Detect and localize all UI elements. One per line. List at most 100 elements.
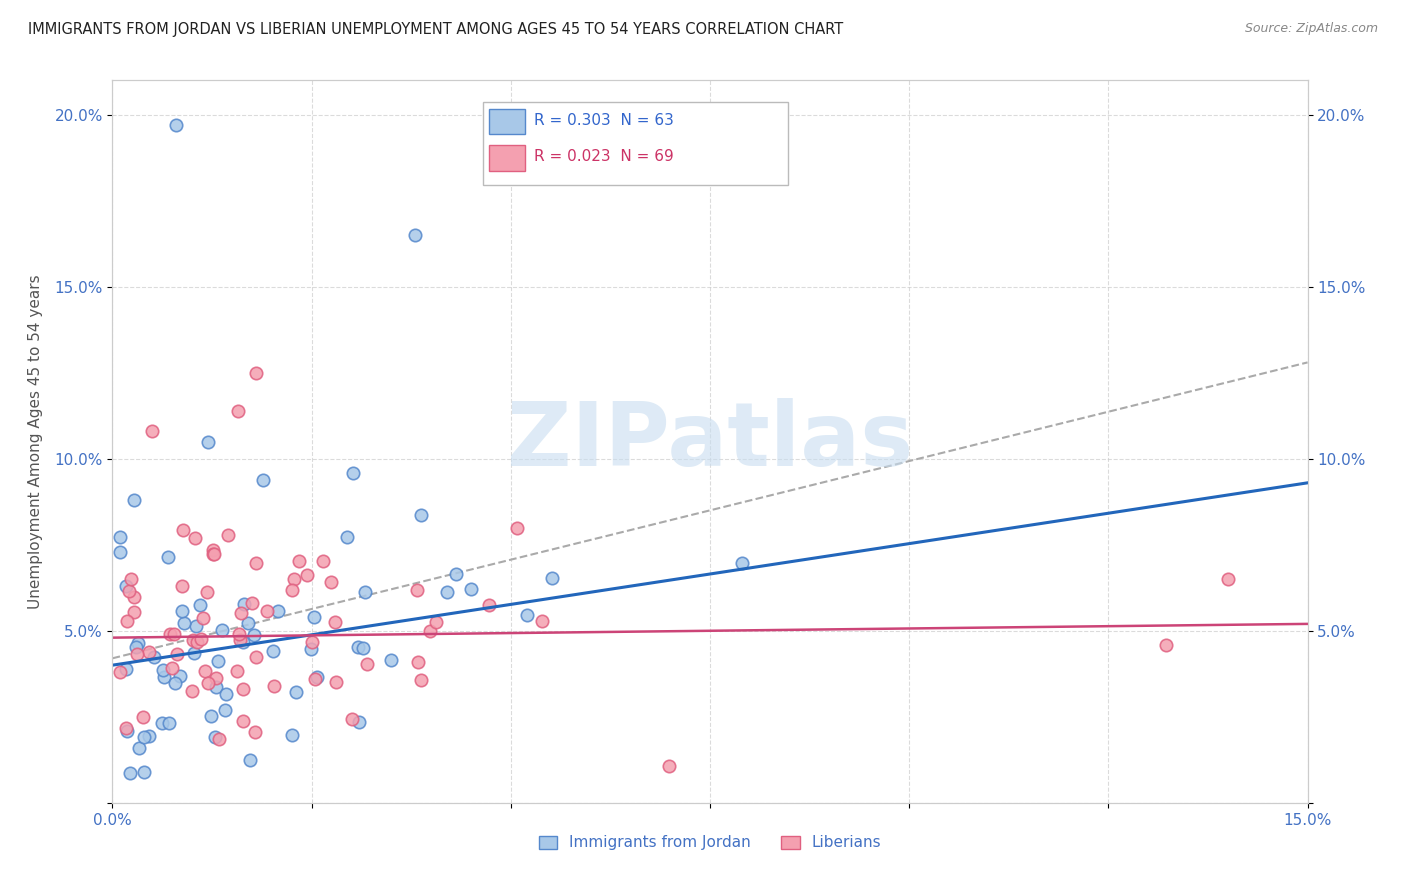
Text: ZIPatlas: ZIPatlas (508, 398, 912, 485)
Point (232, 635, 254, 649)
Point (184, 618, 207, 632)
Point (181, 684, 204, 698)
Point (110, 665, 132, 680)
Point (214, 703, 236, 717)
Point (295, 568, 318, 582)
Point (197, 434, 219, 449)
Point (166, 647, 188, 661)
Point (233, 597, 256, 611)
Point (281, 582, 304, 597)
Point (231, 606, 253, 620)
Point (197, 675, 219, 690)
Point (1154, 638, 1177, 652)
Text: R = 0.023  N = 69: R = 0.023 N = 69 (534, 149, 673, 163)
Text: Source: ZipAtlas.com: Source: ZipAtlas.com (1244, 22, 1378, 36)
Point (349, 715, 371, 730)
Point (156, 549, 179, 564)
Point (183, 531, 205, 545)
Point (204, 730, 226, 744)
Point (181, 633, 204, 648)
Point (299, 642, 322, 657)
Point (228, 627, 250, 641)
Point (115, 722, 138, 736)
Point (207, 654, 229, 668)
Point (245, 366, 267, 380)
Point (194, 665, 217, 679)
Point (191, 611, 214, 625)
Point (110, 530, 132, 544)
Point (115, 662, 138, 676)
Point (411, 673, 433, 687)
Point (202, 547, 225, 561)
Point (162, 661, 184, 675)
Point (173, 616, 195, 631)
Point (283, 572, 305, 586)
Point (304, 672, 326, 686)
Point (380, 653, 402, 667)
Point (354, 585, 377, 599)
Point (138, 645, 160, 659)
Point (200, 709, 222, 723)
Point (183, 646, 205, 660)
Point (150, 716, 173, 731)
Point (172, 523, 194, 537)
Point (120, 572, 142, 586)
Point (419, 624, 441, 638)
Point (163, 627, 186, 641)
Point (124, 590, 146, 604)
Point (460, 582, 482, 597)
Point (152, 670, 174, 684)
Point (356, 657, 378, 671)
Point (281, 727, 304, 741)
Point (159, 627, 181, 641)
Point (232, 682, 254, 697)
Point (240, 596, 263, 610)
Point (170, 579, 193, 593)
Point (202, 543, 225, 558)
Point (124, 492, 146, 507)
Point (242, 628, 264, 642)
Point (478, 598, 501, 612)
Point (204, 680, 226, 694)
Point (404, 228, 426, 243)
Point (307, 670, 329, 684)
Point (657, 758, 679, 772)
Point (208, 732, 231, 747)
Point (436, 585, 458, 599)
Point (515, 607, 537, 622)
Point (115, 723, 138, 738)
Point (127, 635, 149, 649)
Point (406, 655, 429, 669)
Point (170, 605, 193, 619)
Point (405, 582, 427, 597)
Point (411, 508, 433, 522)
Point (731, 556, 754, 570)
Point (505, 521, 527, 535)
Point (169, 669, 191, 683)
FancyBboxPatch shape (484, 102, 787, 185)
Point (188, 598, 211, 612)
Point (118, 765, 141, 780)
Point (134, 764, 156, 779)
Point (336, 530, 359, 544)
FancyBboxPatch shape (489, 109, 524, 135)
Point (143, 650, 166, 665)
FancyBboxPatch shape (489, 145, 524, 170)
Point (122, 605, 145, 619)
Point (284, 685, 307, 699)
Point (157, 716, 180, 731)
Point (252, 473, 274, 487)
Point (352, 640, 374, 655)
Point (226, 664, 249, 678)
Point (245, 556, 267, 570)
Point (132, 710, 155, 724)
Point (301, 634, 323, 648)
Point (325, 674, 347, 689)
Point (127, 647, 149, 661)
Y-axis label: Unemployment Among Ages 45 to 54 years: Unemployment Among Ages 45 to 54 years (28, 274, 44, 609)
Point (141, 424, 163, 438)
Point (128, 741, 150, 756)
Point (239, 753, 262, 767)
Point (217, 527, 239, 541)
Point (211, 624, 233, 638)
